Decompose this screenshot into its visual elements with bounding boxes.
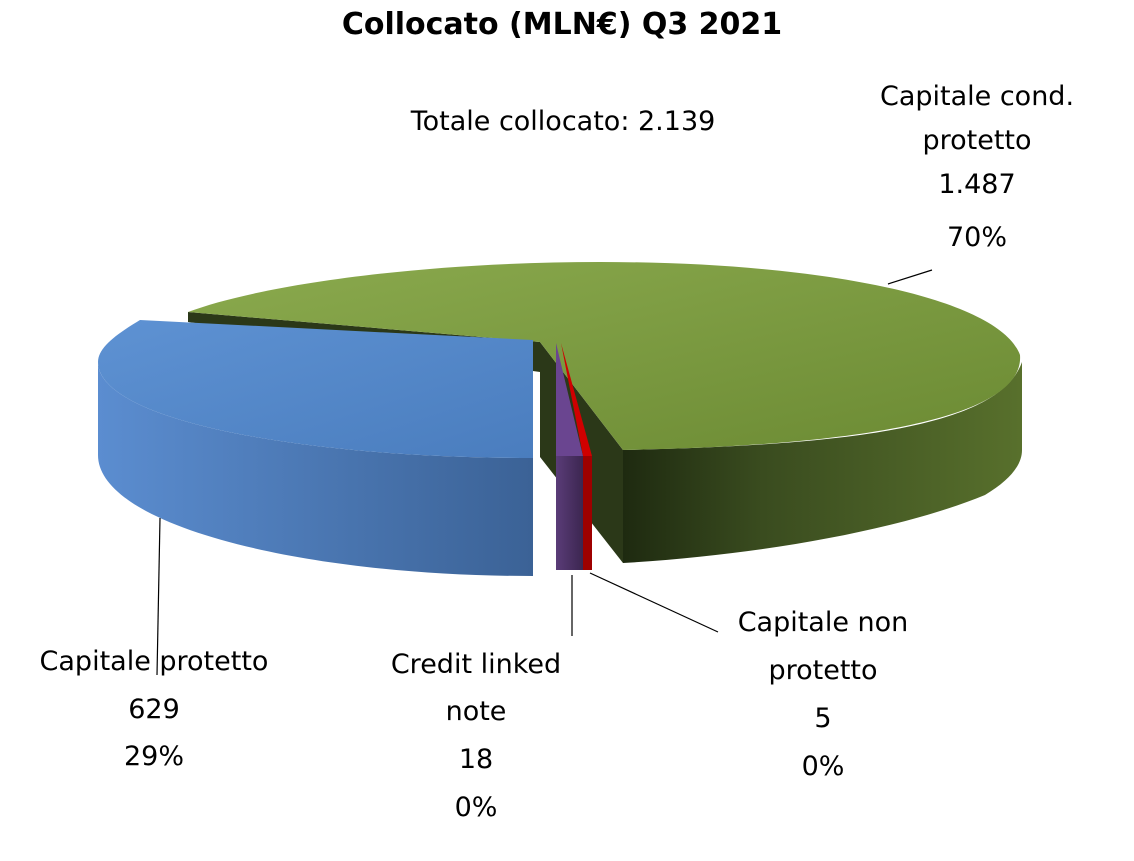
slice-capitale-cond-protetto-side xyxy=(623,362,1022,563)
slice-capitale-cond-protetto-top xyxy=(188,262,1021,450)
chart-title: Collocato (MLN€) Q3 2021 xyxy=(342,7,782,42)
data-label-capitale-non-protetto: Capitale non protetto 5 0% xyxy=(738,607,909,782)
slice-credit-linked-note-top xyxy=(556,343,583,456)
leader-line-capitale-cond-protetto xyxy=(887,269,933,285)
leader-lines xyxy=(156,269,933,676)
percent-label-capitale-protetto: 29% xyxy=(124,741,184,772)
slice-capitale-protetto xyxy=(98,320,533,576)
slice-capitale-non-protetto-top xyxy=(561,343,592,456)
slice-capitale-non-protetto xyxy=(561,343,592,570)
value-label-capitale-non-protetto: 5 xyxy=(814,703,831,734)
leader-line-capitale-non-protetto xyxy=(589,572,719,633)
total-label: Totale collocato: 2.139 xyxy=(410,106,716,137)
slice-credit-linked-note-side xyxy=(556,456,583,570)
label-capitale-protetto-line1: Capitale protetto xyxy=(40,646,269,677)
pie-slices xyxy=(98,262,1022,576)
value-label-capitale-protetto: 629 xyxy=(128,694,180,725)
value-label-credit-linked-note: 18 xyxy=(459,744,493,775)
percent-label-credit-linked-note: 0% xyxy=(455,792,498,823)
leader-line-capitale-protetto xyxy=(156,517,161,676)
percent-label-capitale-cond-protetto: 70% xyxy=(947,222,1007,253)
slice-capitale-protetto-side xyxy=(98,362,533,576)
label-credit-linked-note-line2: note xyxy=(446,696,507,727)
slice-capitale-protetto-top xyxy=(98,320,533,458)
label-capitale-cond-protetto-line1: Capitale cond. xyxy=(880,81,1074,112)
value-label-capitale-cond-protetto: 1.487 xyxy=(938,169,1015,200)
label-credit-linked-note-line1: Credit linked xyxy=(391,649,561,680)
label-capitale-cond-protetto-line2: protetto xyxy=(922,125,1031,156)
data-label-capitale-protetto: Capitale protetto 629 29% xyxy=(40,646,269,772)
data-label-credit-linked-note: Credit linked note 18 0% xyxy=(391,649,561,823)
slice-capitale-non-protetto-side xyxy=(583,456,592,570)
label-capitale-non-protetto-line1: Capitale non xyxy=(738,607,909,638)
slice-credit-linked-note xyxy=(556,343,583,570)
data-label-capitale-cond-protetto: Capitale cond. protetto 1.487 70% xyxy=(880,81,1074,253)
label-capitale-non-protetto-line2: protetto xyxy=(768,655,877,686)
percent-label-capitale-non-protetto: 0% xyxy=(802,751,845,782)
